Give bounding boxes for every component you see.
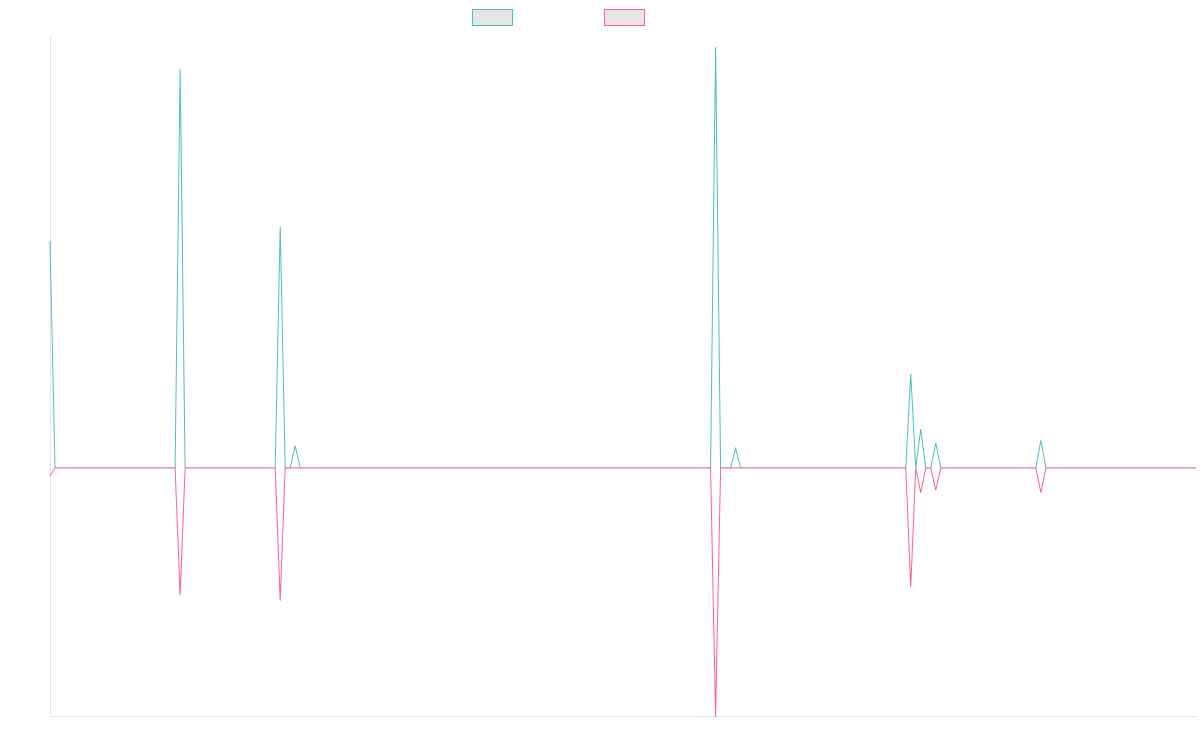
legend xyxy=(472,9,645,26)
series-layer xyxy=(49,47,1196,718)
legend-swatch-1[interactable] xyxy=(472,9,513,26)
legend-swatch-2[interactable] xyxy=(604,9,645,26)
series-line-2[interactable] xyxy=(49,467,1196,718)
series-line-1[interactable] xyxy=(49,47,1196,469)
